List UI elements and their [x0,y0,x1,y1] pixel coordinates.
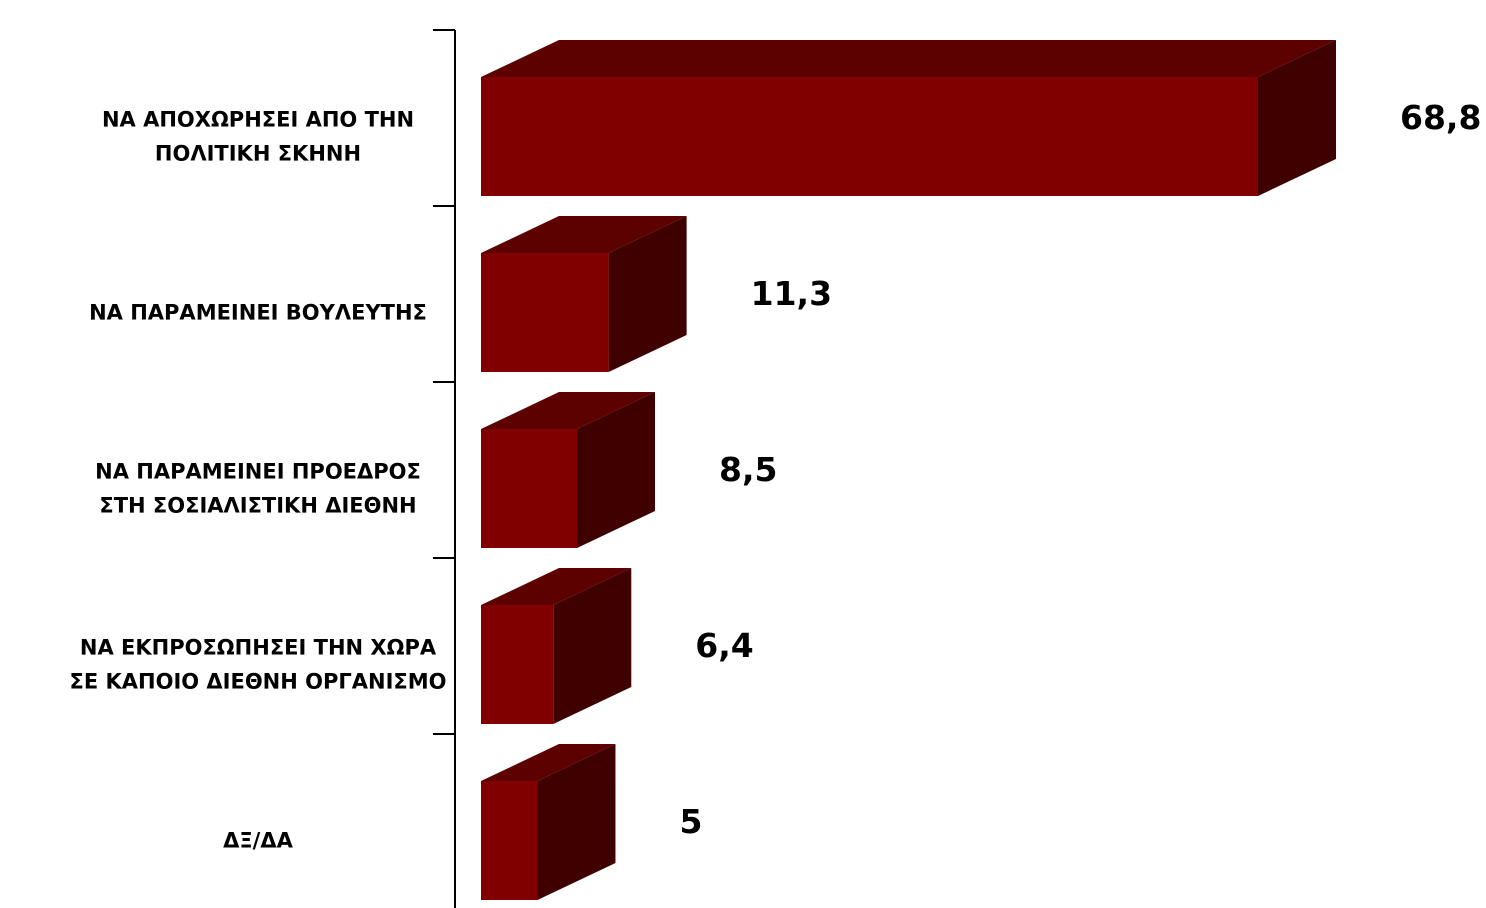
value-label: 68,8 [1400,98,1481,137]
value-label: 8,5 [719,450,777,489]
category-label: ΝΑ ΕΚΠΡΟΣΩΠΗΣΕΙ ΤΗΝ ΧΩΡΑ ΣΕ ΚΑΠΟΙΟ ΔΙΕΘΝΗ… [69,636,446,694]
bar-side-face [537,744,616,900]
bar-side-face [553,568,632,724]
bar [481,216,687,372]
category-label-line: ΝΑ ΠΑΡΑΜΕΙΝΕΙ ΒΟΥΛΕΥΤΗΣ [89,301,427,325]
category-label-line: ΔΞ/ΔΑ [223,829,293,853]
bar-side-face [608,216,687,372]
bar-front-face [481,77,1258,196]
bars [481,40,1336,900]
bar-top-face [481,40,1336,77]
bar [481,744,616,900]
category-axis [433,29,456,908]
bar [481,392,655,548]
value-label: 11,3 [751,274,832,313]
bar-front-face [481,429,577,548]
value-label: 6,4 [695,626,753,665]
bar-top-face [481,744,616,781]
bar-side-face [1258,40,1336,196]
bar-top-face [481,568,632,605]
category-label-line: ΣΤΗ ΣΟΣΙΑΛΙΣΤΙΚΗ ΔΙΕΘΝΗ [99,494,416,518]
category-label-line: ΝΑ ΕΚΠΡΟΣΩΠΗΣΕΙ ΤΗΝ ΧΩΡΑ [80,636,437,660]
category-label: ΝΑ ΠΑΡΑΜΕΙΝΕΙ ΠΡΟΕΔΡΟΣ ΣΤΗ ΣΟΣΙΑΛΙΣΤΙΚΗ Δ… [95,460,421,518]
category-label: ΝΑ ΑΠΟΧΩΡΗΣΕΙ ΑΠΟ ΤΗΝ ΠΟΛΙΤΙΚΗ ΣΚΗΝΗ [102,108,414,166]
value-labels: 68,8 11,3 8,5 6,4 5 [679,98,1481,841]
category-label-line: ΝΑ ΠΑΡΑΜΕΙΝΕΙ ΠΡΟΕΔΡΟΣ [95,460,421,484]
category-label: ΔΞ/ΔΑ [223,829,293,853]
bar-top-face [481,216,687,253]
bar-front-face [481,605,554,724]
bar-top-face [481,392,655,429]
category-label-line: ΣΕ ΚΑΠΟΙΟ ΔΙΕΘΝΗ ΟΡΓΑΝΙΣΜΟ [69,670,446,694]
bar-side-face [576,392,655,548]
category-labels: ΝΑ ΑΠΟΧΩΡΗΣΕΙ ΑΠΟ ΤΗΝ ΠΟΛΙΤΙΚΗ ΣΚΗΝΗ ΝΑ ΠΑ… [69,108,446,853]
value-label: 5 [679,802,702,841]
bar-front-face [481,253,609,372]
category-label-line: ΠΟΛΙΤΙΚΗ ΣΚΗΝΗ [155,142,361,166]
category-label-line: ΝΑ ΑΠΟΧΩΡΗΣΕΙ ΑΠΟ ΤΗΝ [102,108,414,132]
bar [481,40,1336,196]
category-label: ΝΑ ΠΑΡΑΜΕΙΝΕΙ ΒΟΥΛΕΥΤΗΣ [89,301,427,325]
bar [481,568,632,724]
bar-front-face [481,781,538,900]
